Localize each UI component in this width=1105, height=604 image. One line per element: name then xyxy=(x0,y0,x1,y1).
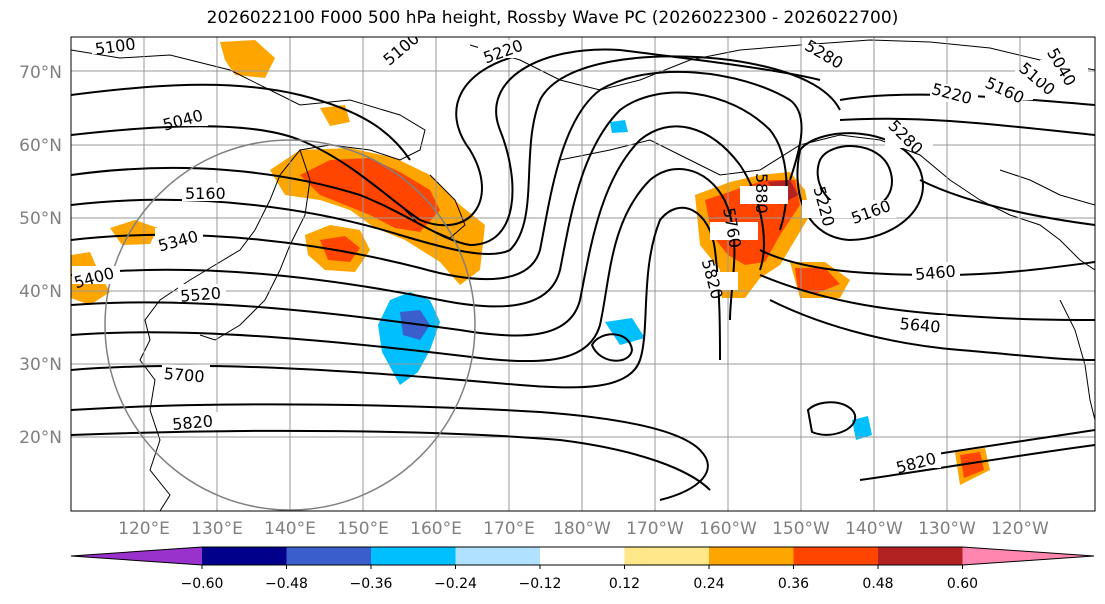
contour-label: 5640 xyxy=(899,314,941,336)
lon-label: 140°W xyxy=(845,519,903,539)
map-frame xyxy=(70,36,1096,512)
contour-label: 5280 xyxy=(802,36,847,73)
lat-label: 50°N xyxy=(19,209,62,229)
lat-label: 40°N xyxy=(19,282,62,302)
lat-label: 60°N xyxy=(19,136,62,156)
colorbar-segment xyxy=(455,547,540,565)
lon-label: 130°E xyxy=(191,519,243,539)
colorbar-min-extension xyxy=(71,547,202,565)
lon-label: 160°E xyxy=(410,519,462,539)
colorbar-tick-label: −0.12 xyxy=(519,576,562,592)
chart-title: 2026022100 F000 500 hPa height, Rossby W… xyxy=(206,8,899,28)
lon-label: 120°W xyxy=(991,519,1049,539)
reference-circle xyxy=(104,139,476,511)
colorbar-segment xyxy=(371,547,456,565)
colorbar-tick-label: 0.12 xyxy=(609,576,640,592)
colorbar-tick-label: −0.48 xyxy=(265,576,308,592)
contour-labels: 5100 5100 5220 5280 5040 5220 5160 5100 … xyxy=(72,34,1088,478)
positive-anomaly-east-core xyxy=(795,268,840,294)
positive-anomaly-okhotsk-core xyxy=(300,158,440,232)
positive-anomaly-japan-sea-core xyxy=(320,236,360,262)
colorbar-max-extension xyxy=(962,547,1094,565)
lon-label: 150°E xyxy=(337,519,389,539)
colorbar-segment xyxy=(540,547,625,565)
longitude-labels: 120°E 130°E 140°E 150°E 160°E 170°E 180°… xyxy=(118,519,1049,539)
contour-label: 5460 xyxy=(914,261,956,283)
lat-label: 20°N xyxy=(19,428,62,448)
contour-label: 5880 xyxy=(752,173,771,214)
lon-label: 130°W xyxy=(918,519,976,539)
colorbar-tick-label: −0.24 xyxy=(434,576,477,592)
lat-label: 70°N xyxy=(19,63,62,83)
negative-anomaly-central xyxy=(378,292,440,385)
lon-label: 170°W xyxy=(626,519,684,539)
colorbar-tick-label: 0.24 xyxy=(693,576,724,592)
positive-anomaly-arctic-2 xyxy=(320,105,350,126)
colorbar: −0.60 −0.48 −0.36 −0.24 −0.12 0.12 0.24 … xyxy=(70,546,1095,592)
negative-anomaly-hawaii xyxy=(852,416,872,440)
lon-label: 120°E xyxy=(118,519,170,539)
positive-anomaly-se-core xyxy=(960,452,984,478)
contour-label: 5520 xyxy=(179,283,221,305)
colorbar-tick-label: −0.36 xyxy=(350,576,393,592)
colorbar-segment xyxy=(286,547,371,565)
lon-label: 170°E xyxy=(483,519,535,539)
positive-anomaly-arctic xyxy=(220,40,275,78)
colorbar-tick-label: −0.60 xyxy=(181,576,224,592)
colorbar-tick-label: 0.60 xyxy=(947,576,978,592)
contour-label: 5220 xyxy=(930,79,974,108)
lon-label: 160°W xyxy=(699,519,757,539)
negative-anomaly-subtropic xyxy=(605,318,645,345)
colorbar-segment xyxy=(624,547,709,565)
colorbar-segment xyxy=(878,547,963,565)
latitude-labels: 70°N 60°N 50°N 40°N 30°N 20°N xyxy=(19,63,62,448)
colorbar-segment xyxy=(202,547,287,565)
contour-label: 5700 xyxy=(163,364,205,386)
lon-label: 140°E xyxy=(264,519,316,539)
colorbar-segment xyxy=(709,547,794,565)
contour-label: 5820 xyxy=(171,411,213,433)
lat-label: 30°N xyxy=(19,355,62,375)
lon-label: 150°W xyxy=(772,519,830,539)
lon-label: 180°W xyxy=(553,519,611,539)
colorbar-segment xyxy=(793,547,878,565)
colorbar-tick-label: 0.48 xyxy=(862,576,893,592)
map-area: 5100 5100 5220 5280 5040 5220 5160 5100 … xyxy=(71,34,1095,511)
positive-anomaly-nw xyxy=(110,220,158,245)
colorbar-ticks xyxy=(201,565,963,569)
negative-anomaly-alaska xyxy=(610,120,628,133)
colorbar-tick-label: 0.36 xyxy=(778,576,809,592)
contour-label: 5100 xyxy=(94,34,137,58)
contour-label: 5160 xyxy=(185,184,226,203)
